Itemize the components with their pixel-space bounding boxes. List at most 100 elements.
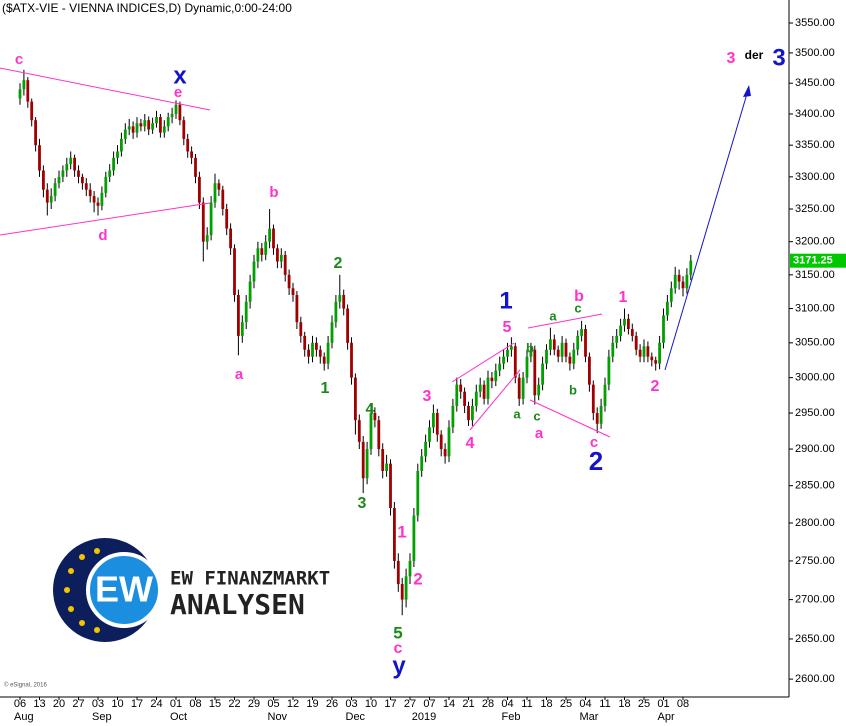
last-price-box — [790, 253, 846, 268]
wave-label: a — [513, 406, 521, 421]
x-tick-label: 21 — [462, 698, 474, 710]
candle-body — [127, 126, 131, 130]
candle-body — [435, 413, 439, 435]
trend-line — [0, 67, 211, 111]
x-tick-label: 19 — [306, 698, 318, 710]
x-tick-label: 26 — [326, 698, 338, 710]
wave-label: b — [526, 340, 534, 355]
candle-body — [135, 123, 139, 133]
candle-body — [186, 138, 190, 152]
wave-label: 5 — [393, 623, 402, 642]
candle-body — [139, 123, 143, 127]
month-label: Sep — [92, 711, 112, 723]
candle-body — [307, 349, 310, 357]
candle-body — [443, 449, 447, 457]
wave-label: 2 — [651, 378, 660, 395]
wave-label: 3 — [772, 44, 785, 71]
candle-body — [57, 176, 61, 184]
candle-body — [26, 80, 30, 102]
trend-line — [527, 313, 603, 329]
candle-body — [279, 254, 283, 262]
x-tick-label: 07 — [423, 698, 435, 710]
candle-body — [681, 281, 685, 289]
wave-label: d — [98, 227, 107, 244]
x-tick-label: 17 — [131, 698, 143, 710]
trend-line — [529, 399, 611, 438]
y-tick-label: 3000.00 — [795, 372, 835, 384]
candle-body — [432, 413, 435, 428]
candle-body — [225, 209, 229, 229]
candle-body — [73, 157, 76, 171]
candle-body — [303, 335, 307, 350]
candle-body — [482, 384, 486, 399]
candle-body — [155, 117, 158, 124]
y-tick-label: 3100.00 — [795, 302, 835, 314]
candle-body — [619, 325, 622, 336]
candle-body — [221, 189, 225, 210]
x-tick-label: 18 — [540, 698, 552, 710]
y-tick-label: 2800.00 — [795, 517, 835, 529]
candle-body — [420, 456, 424, 471]
candle-body — [439, 434, 443, 450]
candle-body — [669, 288, 673, 302]
wave-label: a — [235, 366, 244, 383]
candle-body — [84, 183, 88, 190]
wave-label: c — [574, 300, 581, 315]
candle-body — [104, 176, 108, 193]
wave-label: b — [569, 382, 577, 397]
x-tick-label: 08 — [189, 698, 201, 710]
candle-body — [471, 405, 474, 421]
candle-body — [229, 228, 232, 249]
candle-body — [502, 356, 505, 364]
candle-body — [486, 377, 490, 399]
candle-body — [120, 138, 123, 152]
wave-label: 3 — [423, 388, 432, 405]
y-tick-label: 2700.00 — [795, 594, 835, 606]
candle-body — [576, 335, 580, 350]
copyright: © eSignal, 2016 — [4, 682, 47, 689]
y-tick-label: 2900.00 — [795, 443, 835, 455]
candle-body — [381, 449, 385, 471]
candle-body — [662, 315, 665, 343]
candle-body — [162, 126, 166, 133]
candle-body — [276, 248, 279, 262]
candle-body — [599, 405, 603, 424]
candle-body — [318, 349, 322, 357]
candle-body — [529, 349, 533, 357]
logo-disc — [86, 552, 162, 628]
projection-arrow — [664, 86, 750, 371]
logo-mark: EW — [95, 569, 153, 610]
y-tick-label: 3550.00 — [795, 17, 835, 29]
candle-body — [361, 441, 365, 479]
candle-body — [506, 349, 509, 357]
candle-body — [369, 413, 373, 450]
candle-body — [30, 101, 34, 121]
candle-body — [34, 120, 37, 146]
wave-label: b — [269, 184, 278, 201]
candle-body — [88, 189, 92, 197]
candle-body — [252, 261, 256, 282]
candle-body — [525, 356, 529, 378]
y-tick-label: 3400.00 — [795, 108, 835, 120]
candle-body — [623, 318, 626, 326]
candle-body — [264, 241, 268, 255]
x-tick-label: 12 — [287, 698, 299, 710]
candle-body — [568, 356, 572, 364]
candle-body — [428, 427, 431, 442]
y-tick-label: 3200.00 — [795, 236, 835, 248]
candle-body — [96, 202, 100, 206]
wave-label: 1 — [619, 289, 628, 306]
x-tick-label: 11 — [521, 698, 532, 710]
candle-body — [174, 104, 178, 114]
candle-body — [147, 120, 151, 130]
candle-body — [315, 342, 318, 350]
month-label: Dec — [346, 711, 366, 723]
candle-body — [478, 384, 482, 392]
candle-body — [190, 151, 193, 158]
candle-body — [338, 295, 342, 302]
candle-body — [350, 342, 353, 378]
wave-label: 2 — [589, 446, 603, 476]
logo-line1: EW FINANZMARKT — [170, 568, 330, 590]
wave-label: 1 — [397, 522, 406, 541]
candle-body — [389, 463, 392, 508]
